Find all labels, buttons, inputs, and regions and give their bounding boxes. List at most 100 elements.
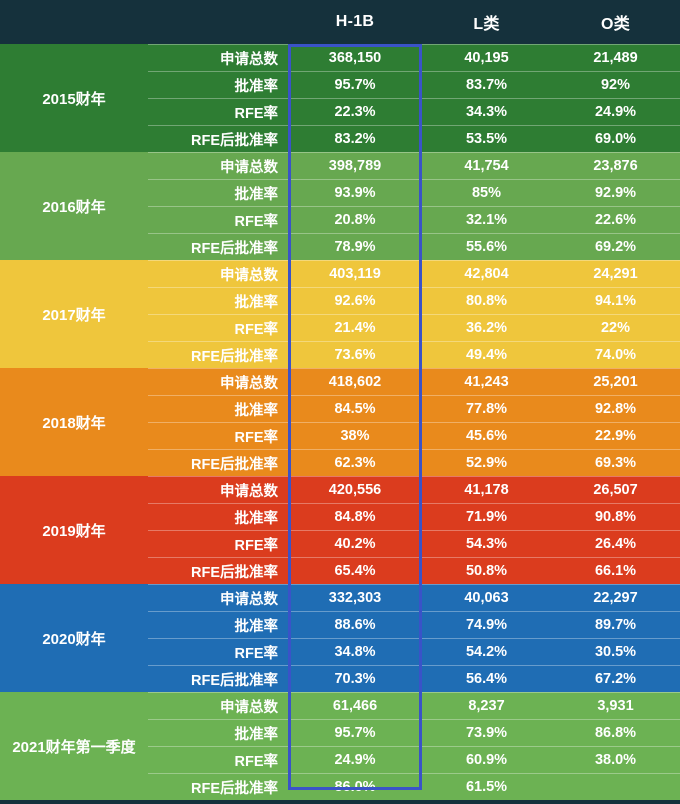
row-label: 申请总数 (220, 483, 278, 500)
year-block: 2017财年 申请总数 403,119 42,804 24,291 批准率 92.6% 80.… (0, 260, 680, 368)
data-cell: 84.8% (334, 509, 376, 525)
data-cell: 84.5% (334, 401, 376, 417)
year-label: 2017财年 (42, 306, 106, 324)
year-label: 2019财年 (42, 522, 106, 540)
data-cell: 61.5% (465, 779, 508, 795)
table-row: RFE后批准率 86.0% 61.5% (148, 773, 680, 800)
data-cell: 22.3% (334, 104, 376, 120)
data-cell: 20.8% (334, 212, 376, 228)
data-cell: 34.8% (334, 644, 376, 660)
data-cell: 24,291 (593, 266, 638, 282)
data-cell: 41,754 (464, 158, 509, 174)
table-row: 批准率 84.5% 77.8% 92.8% (148, 395, 680, 422)
data-cell: 95.7% (334, 77, 376, 93)
data-cell: 86.0% (334, 779, 376, 795)
data-cell: 73.6% (334, 347, 376, 363)
year-label: 2018财年 (42, 414, 106, 432)
table-row: RFE率 34.8% 54.2% 30.5% (148, 638, 680, 665)
year-label: 2021财年第一季度 (12, 738, 136, 756)
year-rows: 申请总数 332,303 40,063 22,297 批准率 88.6% 74.9% 89.7… (148, 584, 680, 692)
row-label: 批准率 (234, 510, 279, 527)
data-cell: 74.0% (594, 347, 637, 363)
data-cell: 61,466 (332, 698, 378, 714)
data-cell: 54.3% (465, 536, 508, 552)
data-cell: 36.2% (465, 320, 508, 336)
table-row: RFE率 40.2% 54.3% 26.4% (148, 530, 680, 557)
data-cell: 24.9% (334, 752, 376, 768)
data-cell: 92.9% (594, 185, 637, 201)
data-cell: 53.5% (465, 131, 508, 147)
table-row: RFE后批准率 78.9% 55.6% 69.2% (148, 233, 680, 260)
year-label: 2016财年 (42, 198, 106, 216)
year-rows: 申请总数 398,789 41,754 23,876 批准率 93.9% 85% 92.9% R… (148, 152, 680, 260)
row-label: 申请总数 (220, 159, 278, 176)
row-label: 申请总数 (220, 267, 278, 284)
table-header: H-1B L类 O类 (0, 0, 680, 44)
data-cell: 88.6% (334, 617, 376, 633)
row-label: RFE率 (234, 753, 279, 770)
table-row: 申请总数 368,150 40,195 21,489 (148, 44, 680, 71)
data-cell: 85% (471, 185, 502, 201)
row-label: 申请总数 (220, 591, 278, 608)
data-cell: 22% (600, 320, 631, 336)
data-cell: 22.6% (594, 212, 637, 228)
row-label: RFE后批准率 (191, 780, 278, 797)
row-label: RFE后批准率 (191, 348, 278, 365)
data-cell: 403,119 (329, 266, 381, 282)
data-cell: 92.8% (594, 401, 637, 417)
table-row: 批准率 93.9% 85% 92.9% (148, 179, 680, 206)
table-row: RFE后批准率 65.4% 50.8% 66.1% (148, 557, 680, 584)
table-row: RFE率 24.9% 60.9% 38.0% (148, 746, 680, 773)
data-cell: 24.9% (594, 104, 637, 120)
data-cell: 60.9% (465, 752, 508, 768)
data-cell: 74.9% (465, 617, 508, 633)
data-cell: 41,178 (464, 482, 509, 498)
row-label: RFE后批准率 (191, 132, 278, 149)
row-label: RFE率 (234, 213, 279, 230)
year-block: 2016财年 申请总数 398,789 41,754 23,876 批准率 93.9% 85%… (0, 152, 680, 260)
data-cell: 55.6% (465, 239, 508, 255)
data-cell: 62.3% (334, 455, 376, 471)
column-header-h1b: H-1B (335, 13, 375, 30)
data-cell: 49.4% (465, 347, 508, 363)
table-row: RFE率 20.8% 32.1% 22.6% (148, 206, 680, 233)
data-cell: 3,931 (597, 698, 634, 714)
row-label: 批准率 (234, 402, 279, 419)
table-row: RFE后批准率 73.6% 49.4% 74.0% (148, 341, 680, 368)
row-label: 批准率 (234, 294, 279, 311)
row-label: 批准率 (234, 618, 279, 635)
data-cell: 71.9% (465, 509, 508, 525)
row-label: RFE后批准率 (191, 564, 278, 581)
data-cell: 332,303 (328, 590, 382, 606)
row-label: RFE率 (234, 645, 279, 662)
data-cell: 23,876 (593, 158, 638, 174)
data-cell: 73.9% (465, 725, 508, 741)
data-cell: 34.3% (465, 104, 508, 120)
data-cell: 368,150 (328, 50, 382, 66)
data-cell: 40,063 (464, 590, 509, 606)
data-cell: 95.7% (334, 725, 376, 741)
data-cell: 420,556 (328, 482, 382, 498)
year-rows: 申请总数 61,466 8,237 3,931 批准率 95.7% 73.9% 86.8% RF… (148, 692, 680, 800)
year-label: 2015财年 (42, 90, 106, 108)
data-cell: 70.3% (334, 671, 376, 687)
data-cell: 30.5% (594, 644, 637, 660)
table-row: RFE率 22.3% 34.3% 24.9% (148, 98, 680, 125)
data-cell: 78.9% (334, 239, 376, 255)
data-cell: 22.9% (594, 428, 637, 444)
year-block: 2015财年 申请总数 368,150 40,195 21,489 批准率 95.7% 83.… (0, 44, 680, 152)
data-cell: 42,804 (464, 266, 509, 282)
table-row: 申请总数 420,556 41,178 26,507 (148, 476, 680, 503)
data-cell: 67.2% (594, 671, 637, 687)
data-cell: 54.2% (465, 644, 508, 660)
row-label: RFE率 (234, 105, 279, 122)
table-row: 批准率 88.6% 74.9% 89.7% (148, 611, 680, 638)
row-label: RFE率 (234, 321, 279, 338)
data-cell: 398,789 (328, 158, 382, 174)
table-row: 申请总数 398,789 41,754 23,876 (148, 152, 680, 179)
data-cell: 83.7% (465, 77, 508, 93)
data-cell: 25,201 (593, 374, 638, 390)
table-row: RFE后批准率 70.3% 56.4% 67.2% (148, 665, 680, 692)
row-label: 申请总数 (220, 375, 278, 392)
row-label: RFE后批准率 (191, 456, 278, 473)
